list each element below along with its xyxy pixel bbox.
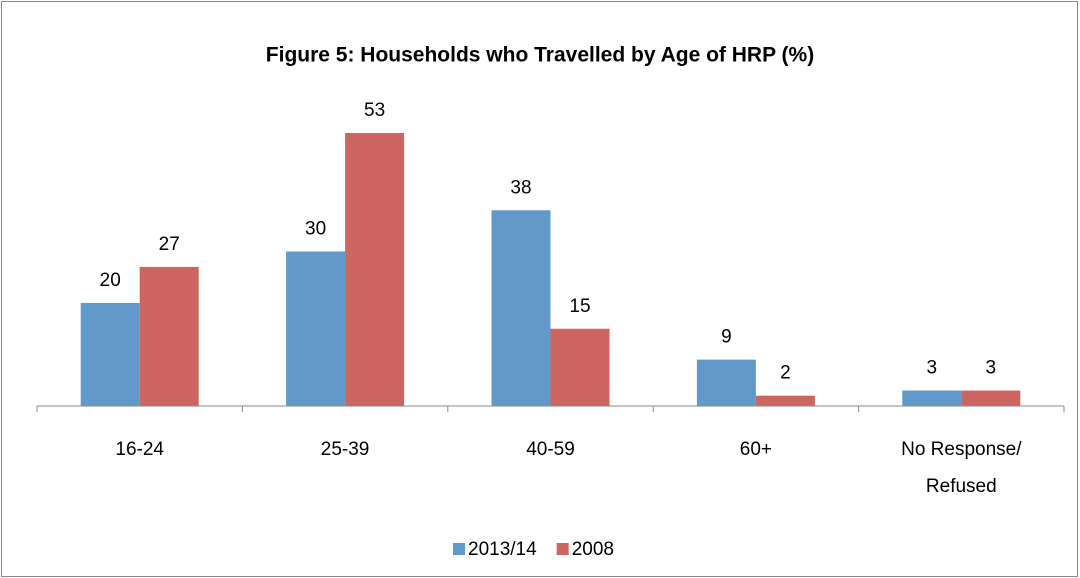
chart-title: Figure 5: Households who Travelled by Ag… (266, 44, 814, 67)
x-tick-label: 60+ (739, 439, 772, 460)
bar (286, 251, 346, 406)
legend-swatch (556, 543, 569, 555)
x-tick-label: 25-39 (320, 439, 370, 460)
data-label: 3 (927, 358, 938, 379)
bar (961, 390, 1021, 406)
data-label: 38 (510, 177, 531, 198)
bar (80, 302, 140, 406)
bar (491, 210, 551, 406)
x-tick-label: 40-59 (526, 439, 575, 460)
bar (345, 133, 405, 406)
data-label: 9 (721, 327, 732, 348)
data-label: 30 (305, 218, 326, 239)
bar (755, 395, 815, 406)
data-label: 20 (100, 270, 121, 291)
bar (139, 266, 199, 406)
x-tick-label: No Response/ Refused (901, 439, 1022, 497)
data-label: 27 (159, 234, 180, 255)
bar (550, 328, 610, 406)
legend-label: 2013/14 (468, 539, 537, 560)
bar (696, 359, 756, 406)
legend-swatch (453, 543, 465, 555)
data-label: 15 (569, 296, 590, 317)
x-tick-label: 16-24 (115, 439, 164, 460)
legend-label: 2008 (572, 539, 614, 560)
data-label: 2 (780, 363, 791, 384)
data-label: 53 (364, 100, 385, 121)
data-label: 3 (986, 358, 997, 379)
bar (902, 390, 962, 406)
